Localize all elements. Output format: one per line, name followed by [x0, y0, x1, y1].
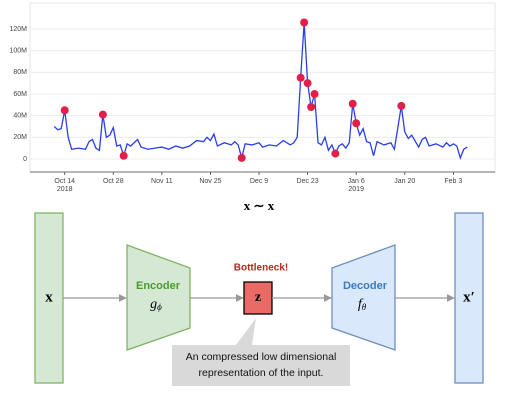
symbol: f: [358, 297, 364, 312]
y-tick-label: 100M: [9, 48, 27, 55]
line: [53, 22, 468, 160]
y-tick-label: 0: [23, 156, 27, 163]
diagram: x Encoder gϕ Bottleneck! z Decoder fθ x′…: [34, 212, 484, 386]
anomaly-point: [352, 119, 361, 128]
encoder-shape: [126, 244, 191, 351]
anomaly-point: [237, 153, 246, 162]
anomaly-point: [303, 79, 312, 88]
anomaly-point: [397, 101, 406, 110]
y-tick-label: 20M: [13, 134, 27, 141]
bottleneck-symbol: z: [255, 290, 261, 305]
output-label: x′: [463, 289, 475, 305]
x-tick-label: 2019: [348, 186, 364, 193]
output-box: [454, 212, 484, 384]
anomaly-point: [98, 110, 107, 119]
subscript: θ: [362, 302, 367, 312]
x-tick-label: Jan 20: [394, 178, 415, 185]
decoder-shape: [331, 244, 396, 351]
x-tick-label: Feb 3: [444, 178, 462, 185]
x-tick-label: Nov 25: [199, 178, 221, 185]
x-tick-label: Oct 28: [103, 178, 124, 185]
x-tick-label: Oct 14: [54, 178, 75, 185]
anomaly-point: [300, 18, 309, 27]
anomaly-point: [310, 90, 319, 98]
x-tick-label: 2018: [57, 186, 73, 193]
anomaly-point: [331, 149, 340, 158]
callout: [172, 318, 350, 386]
note-line: representation of the input.: [199, 367, 324, 379]
bottleneck-box: [243, 281, 273, 315]
caption: x ∼ x: [244, 198, 275, 213]
anomaly-point: [60, 106, 69, 115]
x-tick-label: Dec 9: [250, 178, 268, 185]
bottleneck-label: Bottleneck!: [234, 263, 288, 274]
symbol: g: [150, 297, 157, 312]
input-label: x: [45, 289, 53, 305]
x-tick-label: Jan 6: [348, 178, 365, 185]
encoder-symbol: gϕ: [150, 297, 162, 312]
anomaly-point: [119, 151, 128, 160]
encoder-label: Encoder: [136, 280, 181, 292]
decoder-symbol: fθ: [358, 297, 367, 312]
anomaly-point: [296, 73, 305, 82]
y-tick-label: 60M: [13, 91, 27, 98]
x-tick-label: Dec 23: [297, 178, 319, 185]
note-line: An compressed low dimensional: [186, 351, 337, 363]
y-tick-label: 80M: [13, 69, 27, 76]
x-tick-label: Nov 11: [151, 178, 173, 185]
subscript: ϕ: [157, 302, 162, 312]
anomaly-point: [348, 99, 357, 108]
y-tick-label: 40M: [13, 113, 27, 120]
anomaly-point: [307, 103, 316, 111]
y-tick-label: 120M: [9, 26, 27, 33]
decoder-label: Decoder: [343, 280, 388, 292]
